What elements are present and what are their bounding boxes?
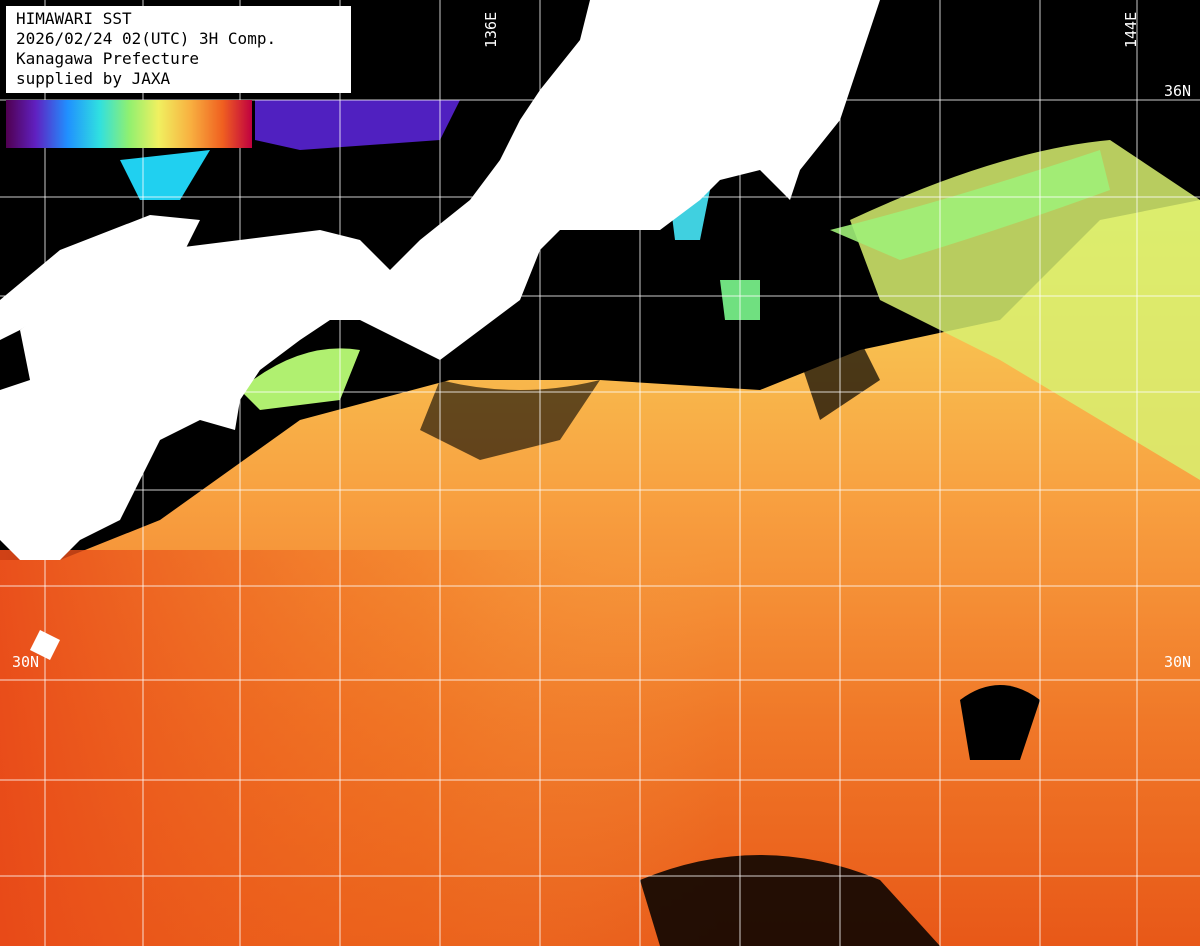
sea-surface: [0, 100, 1200, 946]
header-line: 2026/02/24 02(UTC) 3H Comp.: [16, 29, 276, 48]
header: HIMAWARI SST 2026/02/24 02(UTC) 3H Comp.…: [6, 6, 351, 93]
lat-label: 30N: [1164, 653, 1191, 671]
header-box: [6, 6, 351, 93]
colorbar-gradient: [6, 100, 252, 148]
header-line: HIMAWARI SST: [16, 9, 132, 28]
grid-labels: 136E 144E 36N 30N 30N: [12, 12, 1191, 671]
colorbar: [6, 100, 252, 148]
header-line: supplied by JAXA: [16, 69, 170, 88]
lat-label: 36N: [1164, 82, 1191, 100]
lon-label: 144E: [1122, 12, 1140, 48]
lon-label: 136E: [482, 12, 500, 48]
lat-label: 30N: [12, 653, 39, 671]
header-line: Kanagawa Prefecture: [16, 49, 199, 68]
